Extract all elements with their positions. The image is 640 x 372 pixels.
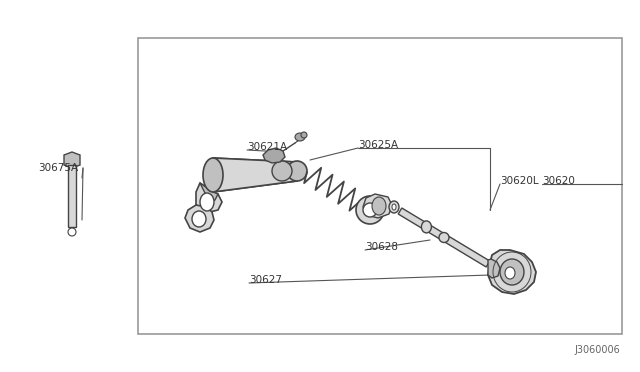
- Polygon shape: [185, 205, 214, 232]
- Ellipse shape: [192, 211, 206, 227]
- Polygon shape: [213, 158, 297, 192]
- Text: 30628: 30628: [365, 242, 398, 252]
- Polygon shape: [263, 148, 285, 163]
- Ellipse shape: [372, 197, 386, 215]
- Ellipse shape: [200, 193, 214, 211]
- Ellipse shape: [356, 196, 384, 224]
- Ellipse shape: [272, 161, 292, 181]
- Text: J3060006: J3060006: [574, 345, 620, 355]
- Bar: [138, 38, 622, 334]
- Ellipse shape: [439, 232, 449, 243]
- Text: 30625A: 30625A: [358, 140, 398, 150]
- Polygon shape: [64, 152, 80, 168]
- Text: 30621A: 30621A: [247, 142, 287, 152]
- Ellipse shape: [363, 203, 377, 217]
- Ellipse shape: [203, 158, 223, 192]
- Ellipse shape: [505, 267, 515, 279]
- Ellipse shape: [301, 132, 307, 138]
- Polygon shape: [200, 183, 218, 203]
- Polygon shape: [488, 250, 536, 294]
- Polygon shape: [398, 208, 490, 267]
- Polygon shape: [363, 194, 392, 218]
- Ellipse shape: [500, 259, 524, 285]
- Ellipse shape: [392, 204, 396, 210]
- Ellipse shape: [389, 201, 399, 213]
- Ellipse shape: [287, 161, 307, 181]
- Text: 30620L: 30620L: [500, 176, 539, 186]
- Polygon shape: [196, 183, 222, 213]
- Ellipse shape: [295, 133, 305, 141]
- Text: 30620: 30620: [542, 176, 575, 186]
- Polygon shape: [488, 259, 500, 278]
- Ellipse shape: [68, 228, 76, 236]
- Text: 30627: 30627: [249, 275, 282, 285]
- Bar: [68, 165, 76, 227]
- Text: 30675A: 30675A: [38, 163, 78, 173]
- Ellipse shape: [421, 221, 431, 233]
